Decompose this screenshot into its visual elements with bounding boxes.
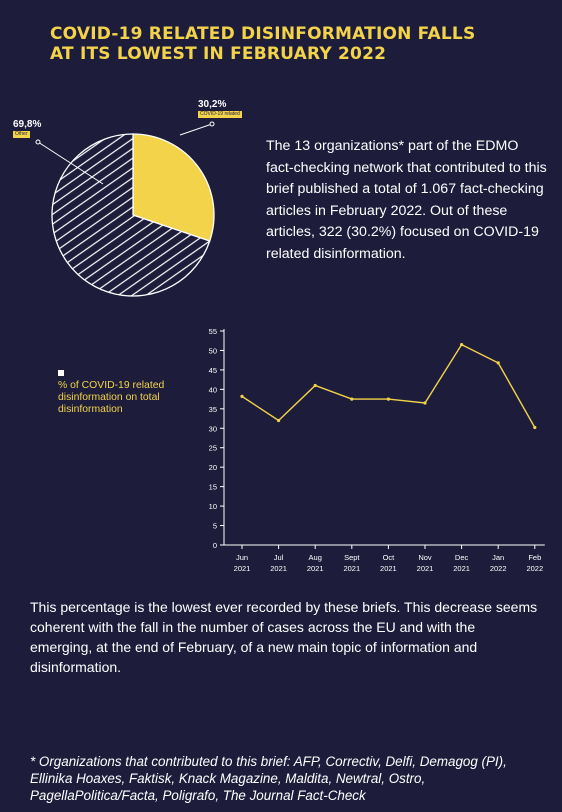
y-tick-label: 5 [213,522,217,531]
x-tick-label-year: 2021 [307,564,324,573]
leader-line-other [37,141,104,185]
pie-label-covid-value: 30,2% [198,99,227,110]
y-tick-label: 40 [209,385,217,394]
y-tick-label: 45 [209,366,217,375]
y-tick-label: 10 [209,502,217,511]
pie-label-other-name: Other [13,131,30,138]
page-title: COVID-19 related disinformation falls at… [50,24,530,64]
line-chart: 0 5 10 15 20 25 30 35 40 45 50 55 Jun 2021 Jul 2021 Aug 2… [209,327,545,573]
y-tick-label: 35 [209,405,217,414]
y-tick-label: 25 [209,444,217,453]
title-line-1: COVID-19 related disinformation falls [50,24,476,44]
x-tick-label-year: 2021 [343,564,360,573]
series-point [423,401,427,405]
y-tick-label: 0 [213,541,217,550]
pie-slice-covid-19-related [132,133,215,242]
series-point [313,383,317,388]
y-tick-label: 20 [209,463,217,472]
y-tick-label: 55 [209,327,217,336]
x-tick-label-month: Jan [492,553,504,562]
leader-line-covid-end [209,121,215,127]
x-tick-label-year: 2021 [453,564,470,573]
pie-label-other-value: 69,8% [13,119,42,130]
conclusion-paragraph: This percentage is the lowest ever recor… [30,599,538,675]
series-point [277,418,281,423]
leader-line-covid [179,123,213,136]
series-point [350,397,354,401]
x-tick-label-year: 2021 [234,564,251,573]
series-line [241,343,536,428]
series-point [533,425,537,430]
series-point [460,343,464,347]
legend-marker [58,370,64,376]
x-tick-label-year: 2021 [417,564,434,573]
x-tick-label-year: 2022 [526,564,543,573]
footnote: * Organizations that contributed to this… [30,754,507,803]
pie-label-covid-name: COVID-19 related [198,111,242,118]
x-tick-label-month: Oct [383,553,396,562]
x-tick-label-month: Dec [455,553,469,562]
x-tick-label-month: Jun [236,553,248,562]
x-tick-label-month: Jul [274,553,284,562]
series-point [496,361,500,365]
series-point [386,397,390,401]
x-tick-label-month: Sept [344,553,360,562]
x-tick-label-year: 2022 [490,564,507,573]
title-line-2: at its lowest in February 2022 [50,44,387,64]
x-tick-label-month: Nov [418,553,432,562]
y-tick-label: 50 [209,346,217,355]
y-tick-label: 15 [209,483,217,492]
x-tick-label-month: Feb [528,553,541,562]
pie-slice-other [51,133,211,297]
legend-label: % of COVID-19 related disinformation on … [58,380,165,415]
chart-legend: % of COVID-19 related disinformation on … [58,370,198,416]
x-tick-label-year: 2021 [270,564,287,573]
leader-line-other-end [35,139,41,145]
y-tick-label: 30 [209,424,217,433]
series-point [240,394,244,398]
pie-chart [35,121,215,297]
x-tick-label-year: 2021 [380,564,397,573]
intro-paragraph: The 13 organizations* part of the EDMO f… [266,138,547,262]
x-tick-label-month: Aug [309,553,322,562]
